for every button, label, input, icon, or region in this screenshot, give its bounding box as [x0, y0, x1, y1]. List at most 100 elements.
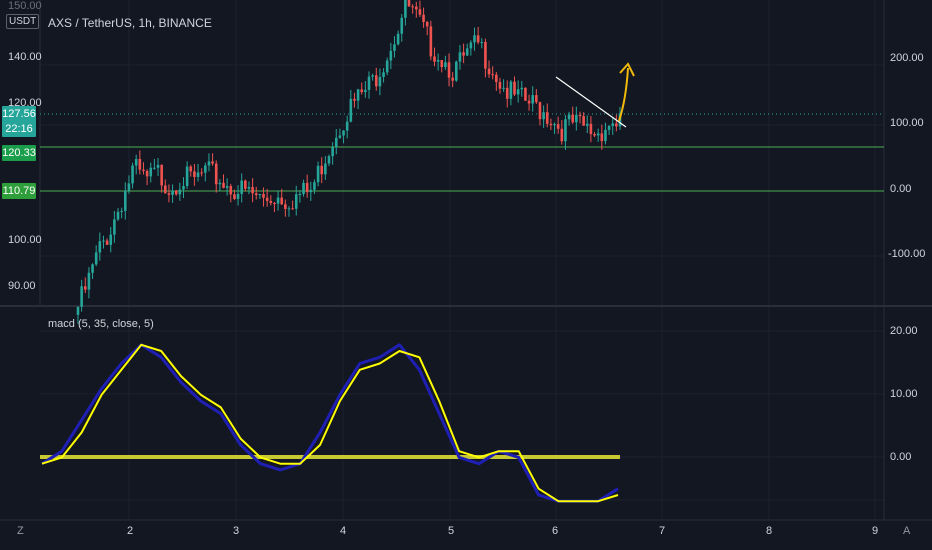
candle-body [593, 134, 596, 136]
candle-body [287, 208, 291, 210]
candle-body [265, 197, 269, 201]
right-axis-neg100: -100.00 [888, 248, 926, 260]
candle-body [156, 164, 160, 168]
candle-body [596, 133, 600, 136]
candle-body [444, 62, 447, 68]
candle-body [560, 128, 564, 142]
candle-body [509, 81, 513, 99]
candle-body [414, 6, 418, 10]
candle-body [200, 172, 203, 174]
candle-body [222, 182, 225, 188]
candle-body [538, 102, 542, 120]
projection-arrow [618, 67, 629, 122]
candle-body [524, 87, 527, 101]
candle-body [313, 182, 316, 190]
candle-body [76, 306, 80, 315]
right-axis-100: 100.00 [890, 117, 924, 129]
candle-body [123, 190, 127, 211]
candle-body [604, 129, 607, 142]
candle-body [545, 112, 549, 124]
candle-body [334, 137, 338, 148]
candle-body [178, 189, 182, 195]
timezone-button[interactable]: Z [17, 525, 24, 537]
candle-body [189, 166, 193, 172]
grid [40, 0, 884, 520]
macd-axis-20: 20.00 [890, 325, 918, 337]
candle-body [585, 123, 589, 126]
candle-body [309, 189, 313, 193]
quote-currency-tag: USDT [6, 14, 40, 29]
candle-body [505, 87, 509, 99]
candle-body [276, 197, 280, 204]
candle-body [455, 61, 458, 81]
macd-indicator-label[interactable]: macd (5, 35, close, 5) [48, 318, 154, 330]
candle-body [440, 60, 444, 68]
candle-body [451, 77, 454, 81]
candle-body [160, 164, 163, 186]
candle-body [247, 187, 251, 189]
candle-body [262, 193, 265, 198]
candle-body [305, 182, 309, 193]
price-label-140: 140.00 [8, 51, 42, 63]
candle-body [542, 112, 545, 120]
candle-body [167, 193, 171, 195]
candle-body [371, 75, 374, 77]
price-label-150: 150.00 [8, 0, 42, 12]
candle-body [571, 114, 575, 123]
candle-body [102, 240, 105, 242]
candle-body [582, 115, 585, 126]
candle-body [535, 95, 538, 103]
candle-body [233, 194, 236, 199]
candle-body [164, 185, 167, 194]
candle-body [211, 161, 214, 164]
candle-body [367, 76, 371, 90]
candle-body [298, 193, 302, 195]
candle-body [393, 44, 396, 51]
candle-body [385, 60, 389, 73]
right-axis-200: 200.00 [890, 52, 924, 64]
candle-body [120, 210, 123, 212]
candle-body [316, 165, 320, 183]
candle-body [458, 52, 462, 62]
candle-body [465, 48, 469, 56]
candle-body [378, 77, 382, 87]
candle-body [131, 165, 134, 184]
candle-body [374, 75, 378, 87]
candle-body [338, 135, 342, 138]
time-tick-5: 5 [448, 525, 455, 537]
candle-body [389, 50, 393, 61]
candle-body [527, 100, 531, 104]
candle-body [207, 161, 211, 166]
candle-body [273, 203, 276, 205]
candle-body [364, 89, 367, 93]
candle-body [502, 87, 505, 89]
candle-body [236, 193, 240, 199]
candle-body [589, 123, 593, 135]
candle-body [607, 126, 611, 130]
candle-body [567, 114, 571, 120]
candle-body [80, 286, 83, 307]
candle-body [342, 130, 345, 136]
candle-body [229, 186, 233, 195]
auto-scale-button[interactable]: A [903, 525, 911, 537]
candle-body [495, 74, 498, 83]
trendline [555, 76, 627, 128]
candle-body [425, 21, 429, 27]
candle-body [153, 167, 156, 169]
candle-body [149, 167, 153, 177]
signal-line [41, 343, 619, 503]
candle-body [462, 52, 465, 56]
candle-body [240, 180, 243, 194]
candle-body [611, 123, 615, 127]
candle-body [556, 124, 560, 129]
candle-body [302, 182, 305, 194]
macd-lines [41, 343, 619, 503]
time-tick-4: 4 [340, 525, 347, 537]
candle-body [516, 89, 520, 95]
time-tick-9: 9 [872, 525, 879, 537]
candlestick-series [76, 0, 622, 324]
candle-body [127, 183, 131, 191]
candle-body [327, 156, 331, 164]
candle-body [476, 35, 480, 43]
